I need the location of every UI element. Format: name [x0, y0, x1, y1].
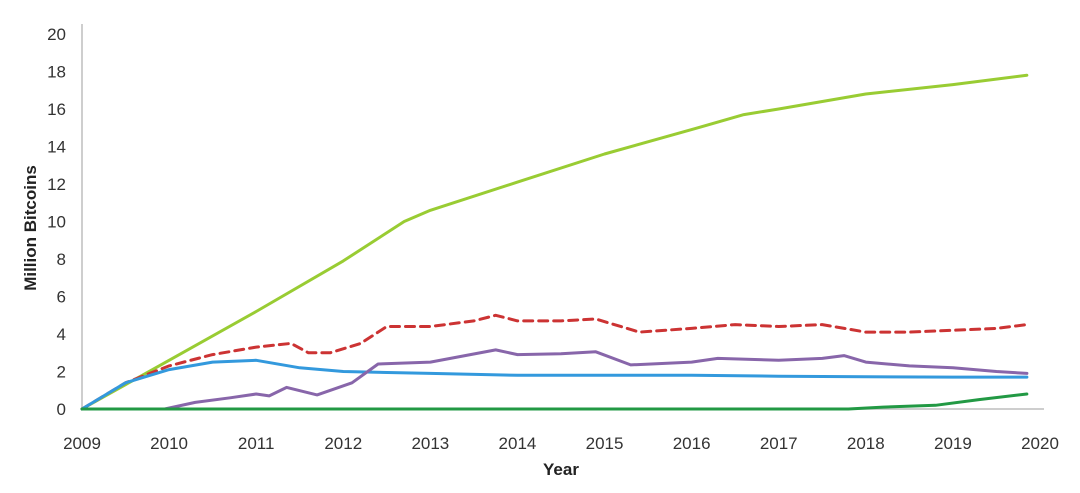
x-tick-label: 2017 [760, 434, 798, 453]
y-axis-title: Million Bitcoins [21, 165, 40, 291]
x-tick-label: 2016 [673, 434, 711, 453]
y-tick-label: 2 [57, 363, 66, 382]
x-tick-label: 2018 [847, 434, 885, 453]
x-axis-title: Year [543, 460, 579, 479]
y-tick-label: 18 [47, 63, 66, 82]
x-tick-label: 2009 [63, 434, 101, 453]
y-tick-label: 20 [47, 25, 66, 44]
x-tick-labels: 2009 2010 2011 2012 2013 2014 2015 2016 2017 2018… [63, 434, 1059, 453]
y-tick-label: 4 [57, 325, 66, 344]
x-tick-label: 2012 [324, 434, 362, 453]
y-tick-label: 8 [57, 250, 66, 269]
y-tick-label: 10 [47, 213, 66, 232]
series-lines [80, 73, 1029, 411]
series-line-1 [80, 73, 1029, 411]
y-tick-label: 14 [47, 138, 66, 157]
series-line-3 [80, 358, 1029, 411]
series-line-2 [80, 313, 1029, 411]
x-tick-label: 2010 [150, 434, 188, 453]
y-tick-label: 12 [47, 175, 66, 194]
series-line-4 [163, 348, 1029, 411]
y-tick-labels: 0 2 4 6 8 10 12 14 16 18 20 [47, 25, 66, 419]
y-tick-label: 16 [47, 100, 66, 119]
x-tick-label: 2014 [499, 434, 537, 453]
y-tick-label: 0 [57, 400, 66, 419]
x-tick-label: 2011 [238, 434, 275, 453]
x-tick-label: 2015 [586, 434, 624, 453]
x-tick-label: 2020 [1021, 434, 1059, 453]
x-tick-label: 2013 [411, 434, 449, 453]
x-tick-label: 2019 [934, 434, 972, 453]
series-line-5 [80, 392, 1029, 411]
y-tick-label: 6 [57, 288, 66, 307]
